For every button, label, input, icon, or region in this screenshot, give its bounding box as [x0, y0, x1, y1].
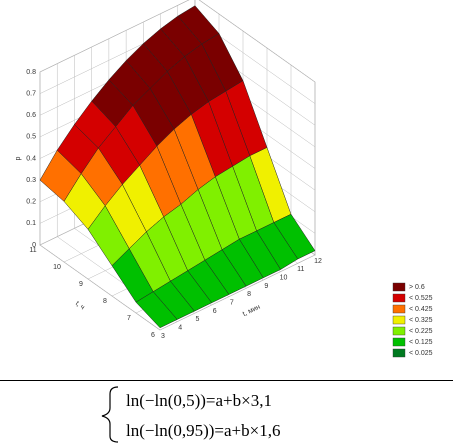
y-axis-label: t, ч — [74, 300, 86, 311]
grid-line — [39, 244, 161, 331]
equation: ln(−ln(0,5))=a+b×3,1 — [126, 391, 272, 410]
x-tick-label: 11 — [297, 266, 304, 273]
z-tick-label: 0.8 — [26, 69, 36, 76]
legend-swatch — [392, 337, 406, 347]
x-tick-label: 3 — [161, 333, 165, 340]
grid-line — [198, 0, 316, 83]
y-tick-label: 10 — [53, 264, 61, 271]
grid-line — [39, 0, 190, 73]
x-tick-label: 10 — [280, 275, 288, 282]
legend-swatch — [392, 326, 406, 336]
x-tick-label: 6 — [213, 308, 217, 315]
z-tick-label: 0.5 — [26, 134, 36, 141]
x-tick-label: 7 — [230, 300, 234, 307]
legend-swatch — [392, 348, 406, 358]
z-tick-label: 0.2 — [26, 199, 36, 206]
x-tick-label: 8 — [247, 291, 251, 298]
legend-label: < 0.525 — [409, 295, 433, 302]
legend-swatch — [392, 315, 406, 325]
y-tick-label: 11 — [29, 247, 36, 254]
z-tick-label: 0.6 — [26, 112, 36, 119]
legend-label: > 0.6 — [409, 284, 425, 291]
legend-swatch — [392, 304, 406, 314]
z-tick-label: 0.1 — [26, 220, 36, 227]
brace — [101, 386, 119, 443]
y-tick-label: 9 — [79, 281, 83, 288]
z-tick-label: 0 — [32, 242, 36, 249]
z-tick-label: 0.7 — [26, 90, 36, 97]
x-tick-label: 9 — [264, 283, 268, 290]
x-tick-label: 4 — [178, 325, 182, 332]
y-tick-label: 7 — [127, 315, 131, 322]
legend-swatch — [392, 282, 406, 292]
legend-label: < 0.225 — [409, 328, 433, 335]
z-tick-label: 0.4 — [26, 155, 36, 162]
legend-label: < 0.325 — [409, 317, 433, 324]
x-tick-label: 5 — [195, 316, 199, 323]
x-axis-label: t, мин — [242, 304, 262, 318]
grid-line — [159, 254, 316, 331]
y-tick-label: 6 — [151, 332, 155, 339]
chart: 0 0.1 0.2 0.3 0.4 0.5 0.6 0.7 0.8 3 4 5 6 7 8 9 10 11 12 6 7… — [15, 0, 433, 358]
equation-frame — [0, 380, 453, 443]
z-tick-label: 0.3 — [26, 177, 36, 184]
legend-swatch — [392, 293, 406, 303]
legend-label: < 0.425 — [409, 306, 433, 313]
z-axis-label: p — [15, 156, 22, 160]
equation: ln(−ln(0,95))=a+b×1,6 — [126, 421, 281, 440]
y-tick-label: 8 — [103, 298, 107, 305]
surface-cell — [135, 291, 178, 329]
x-tick-label: 12 — [314, 258, 322, 265]
legend-label: < 0.025 — [409, 350, 433, 357]
legend-label: < 0.125 — [409, 339, 433, 346]
